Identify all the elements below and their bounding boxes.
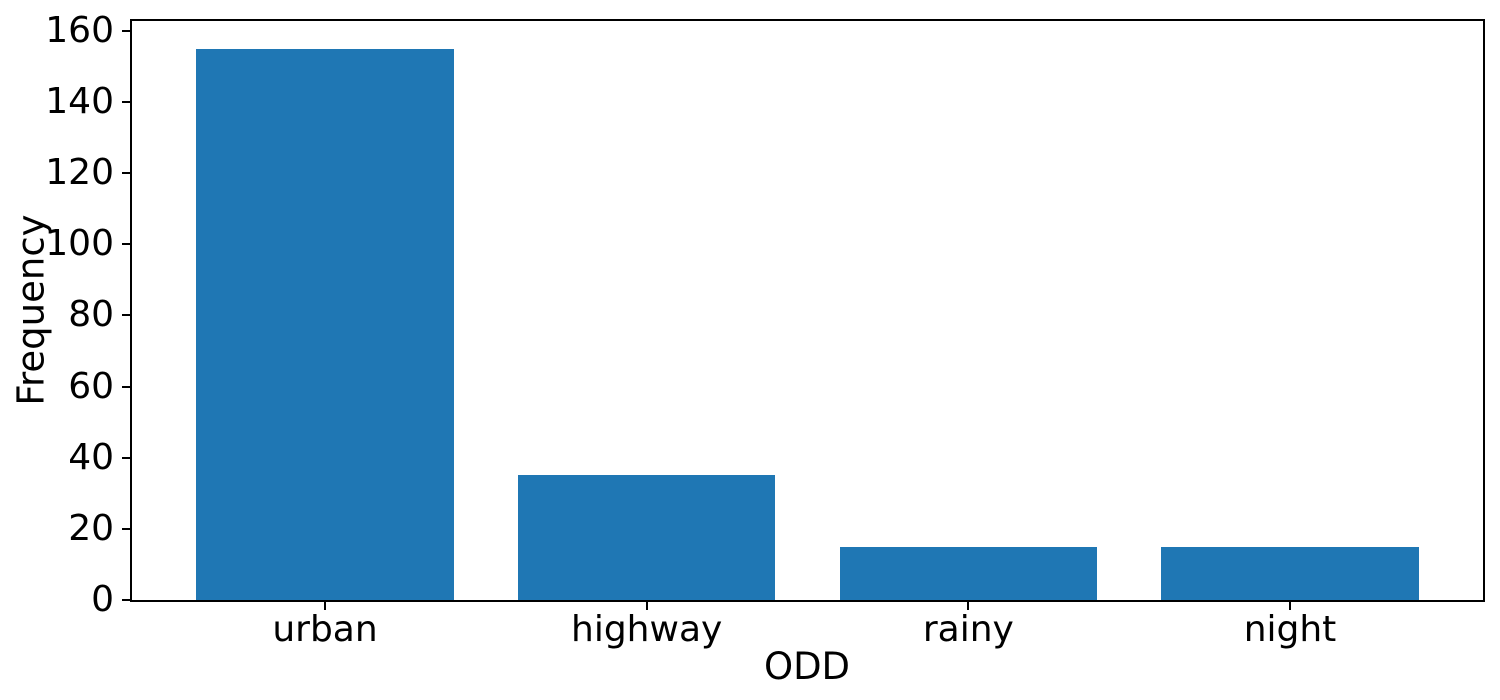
bar-night bbox=[1161, 546, 1419, 600]
x-tick-mark-urban bbox=[324, 602, 326, 610]
bar-rainy bbox=[839, 546, 1097, 600]
bar-urban bbox=[196, 48, 454, 600]
y-tick-label-20: 20 bbox=[68, 507, 114, 549]
y-tick-label-120: 120 bbox=[45, 152, 114, 194]
y-tick-mark-0 bbox=[122, 599, 130, 601]
y-tick-mark-60 bbox=[122, 385, 130, 388]
y-tick-mark-20 bbox=[122, 527, 130, 530]
y-tick-mark-80 bbox=[122, 314, 130, 317]
y-tick-mark-40 bbox=[122, 456, 130, 459]
x-tick-label-night: night bbox=[1243, 609, 1337, 650]
x-tick-label-highway: highway bbox=[571, 609, 723, 650]
y-tick-label-80: 80 bbox=[68, 294, 114, 336]
plot-area bbox=[130, 19, 1485, 602]
y-tick-mark-140 bbox=[122, 100, 130, 103]
y-tick-label-40: 40 bbox=[68, 436, 114, 478]
y-tick-mark-160 bbox=[122, 29, 130, 32]
x-tick-mark-rainy bbox=[967, 602, 970, 610]
x-tick-mark-night bbox=[1289, 602, 1291, 610]
y-tick-label-160: 160 bbox=[45, 9, 114, 51]
bars-layer bbox=[132, 21, 1483, 600]
bar-highway bbox=[518, 475, 776, 600]
x-tick-label-urban: urban bbox=[272, 609, 378, 650]
y-tick-label-0: 0 bbox=[91, 579, 114, 620]
y-tick-label-100: 100 bbox=[45, 223, 114, 265]
y-tick-label-140: 140 bbox=[45, 80, 114, 122]
x-axis-label: ODD bbox=[763, 645, 851, 688]
x-tick-label-rainy: rainy bbox=[922, 609, 1014, 650]
y-tick-label-60: 60 bbox=[68, 365, 114, 407]
y-tick-mark-120 bbox=[122, 172, 130, 175]
x-tick-mark-highway bbox=[645, 602, 648, 610]
y-tick-mark-100 bbox=[122, 243, 130, 246]
